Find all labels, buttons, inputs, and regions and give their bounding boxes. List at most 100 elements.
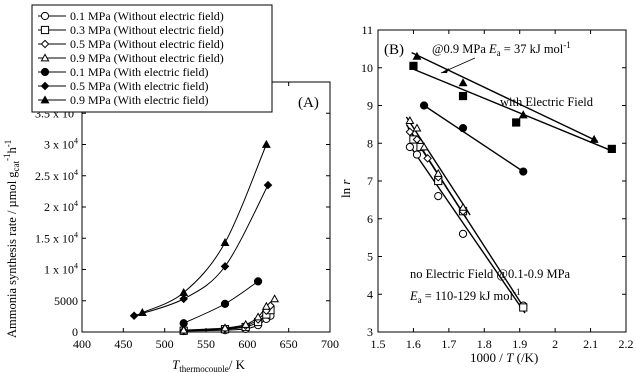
data-point — [241, 319, 251, 328]
legend-label: 0.3 MPa (Without electric field) — [70, 23, 224, 37]
data-point — [220, 262, 230, 271]
data-point — [253, 312, 263, 321]
panel-b-ylabel-main: ln — [338, 185, 353, 198]
fit-line — [405, 116, 471, 216]
y-tick-label: 6 — [367, 212, 373, 226]
panel-a: 400 450 500 550 600 650 700 0 5000 1 x 104 1.5 x… — [2, 4, 339, 372]
series-curve — [142, 144, 267, 314]
x-tick-label: 600 — [238, 337, 256, 351]
fit-line — [409, 67, 613, 152]
panel-b-plot-frame — [377, 29, 627, 333]
ann-ea-nofield-e: E — [409, 289, 418, 303]
data-point — [179, 325, 189, 334]
x-tick-label: 1.8 — [477, 337, 492, 351]
legend-marker — [40, 53, 50, 62]
annotation-no-field: no Electric Field @0.1-0.9 MPa — [410, 267, 571, 281]
data-point — [405, 142, 414, 152]
panel-b-xlabel-main: 1000 / — [470, 350, 506, 365]
panel-a-y-tick-labels: 0 5000 1 x 104 1.5 x 104 2 x 104 2.5 x 104… — [35, 74, 78, 339]
x-tick-label: 450 — [114, 337, 132, 351]
panel-a-ylabel-sub: cat — [11, 160, 21, 171]
data-point — [458, 91, 468, 101]
panel-b-points — [405, 51, 616, 312]
data-point — [412, 51, 422, 60]
data-point — [434, 192, 443, 201]
fit-line — [423, 104, 524, 173]
ann-ea-nofield-sub: a — [418, 295, 422, 305]
y-tick-label: 4 — [367, 287, 373, 301]
panel-a-points — [129, 139, 280, 336]
panel-a-ticks — [81, 81, 331, 333]
data-point — [412, 123, 422, 132]
fit-line — [411, 52, 598, 142]
data-point — [220, 299, 230, 308]
y-tick-label: 0 — [72, 325, 78, 339]
fit-line — [407, 142, 526, 314]
panel-a-x-tick-labels: 400 450 500 550 600 650 700 — [73, 337, 339, 351]
x-tick-label: 1.9 — [512, 337, 527, 351]
panel-b-xlabel-unit: (/K) — [513, 350, 538, 365]
data-point — [263, 180, 273, 190]
data-point — [458, 124, 468, 133]
y-tick-label: 8 — [367, 136, 373, 150]
annotation-with-field: with Electric Field — [500, 95, 594, 109]
legend-label: 0.5 MPa (With electric field) — [70, 79, 208, 93]
y-tick-label: 1 x 104 — [44, 262, 78, 277]
data-point — [261, 301, 271, 310]
panel-a-xlabel-unit: / K — [229, 357, 246, 372]
data-point — [412, 150, 422, 159]
x-tick-label: 1.6 — [406, 337, 421, 351]
data-point — [179, 287, 189, 297]
data-point — [137, 307, 147, 317]
legend-marker — [40, 25, 50, 35]
annotation-ea-no-field: Ea = 110-129 kJ mol-1 — [409, 287, 520, 305]
legend-label: 0.9 MPa (Without electric field) — [70, 51, 224, 65]
x-tick-label: 550 — [197, 337, 215, 351]
data-point — [589, 134, 599, 143]
y-tick-label: 1.5 x 104 — [35, 230, 78, 245]
panel-b-xlabel-var: T — [506, 350, 514, 365]
legend-marker — [40, 67, 50, 77]
y-tick-label: 5000 — [54, 294, 78, 308]
series-curve — [133, 184, 269, 317]
ann-ea-field-sup: -1 — [563, 40, 571, 50]
panel-a-curves — [133, 144, 275, 332]
data-point — [129, 311, 139, 321]
ann-ea-nofield-value: = 110-129 kJ mol — [422, 289, 514, 303]
annotation-ea-with-field: @0.9 MPa Ea = 37 kJ mol-1 — [432, 40, 571, 58]
legend-box — [31, 4, 273, 113]
series-curve — [183, 280, 259, 324]
y-tick-label: 5 — [367, 250, 373, 264]
y-tick-label: 7 — [367, 174, 373, 188]
panel-b-label: (B) — [384, 42, 404, 58]
x-tick-label: 2 — [552, 337, 558, 351]
panel-a-ylabel-tail-sup: -1 — [3, 140, 13, 148]
data-point — [412, 135, 422, 144]
panel-a-xlabel-main: T — [172, 357, 180, 372]
y-tick-label: 3 — [367, 325, 373, 339]
data-point — [423, 154, 432, 163]
x-tick-label: 1.5 — [371, 337, 386, 351]
data-point — [409, 61, 418, 70]
legend-marker — [40, 39, 50, 49]
y-tick-label: 2.5 x 104 — [35, 168, 78, 183]
legend-label: 0.1 MPa (Without electric field) — [70, 9, 224, 23]
x-tick-label: 2.2 — [619, 337, 634, 351]
legend-label: 0.9 MPa (With electric field) — [70, 93, 208, 107]
x-tick-label: 650 — [280, 337, 298, 351]
panel-a-label: (A) — [298, 95, 319, 111]
annotation-arrow-head — [441, 68, 449, 73]
legend-label: 0.1 MPa (With electric field) — [70, 65, 208, 79]
legend-label: 0.5 MPa (Without electric field) — [70, 37, 224, 51]
panel-a-x-axis-label: Tthermocouple/ K — [172, 357, 246, 372]
panel-a-plot-frame — [81, 81, 331, 333]
data-point — [518, 110, 528, 119]
panel-b-y-tick-labels: 3 4 5 6 7 8 9 10 11 — [361, 23, 373, 339]
panel-a-legend: 0.1 MPa (Without electric field)0.3 MPa … — [31, 4, 273, 113]
data-point — [519, 167, 528, 176]
y-tick-label: 9 — [367, 99, 373, 113]
data-point — [519, 303, 528, 312]
x-tick-label: 400 — [73, 337, 91, 351]
panel-a-y-axis-label: Ammonia synthesis rate / µmol gcat-1h-1 — [2, 140, 21, 338]
data-point — [433, 168, 443, 177]
